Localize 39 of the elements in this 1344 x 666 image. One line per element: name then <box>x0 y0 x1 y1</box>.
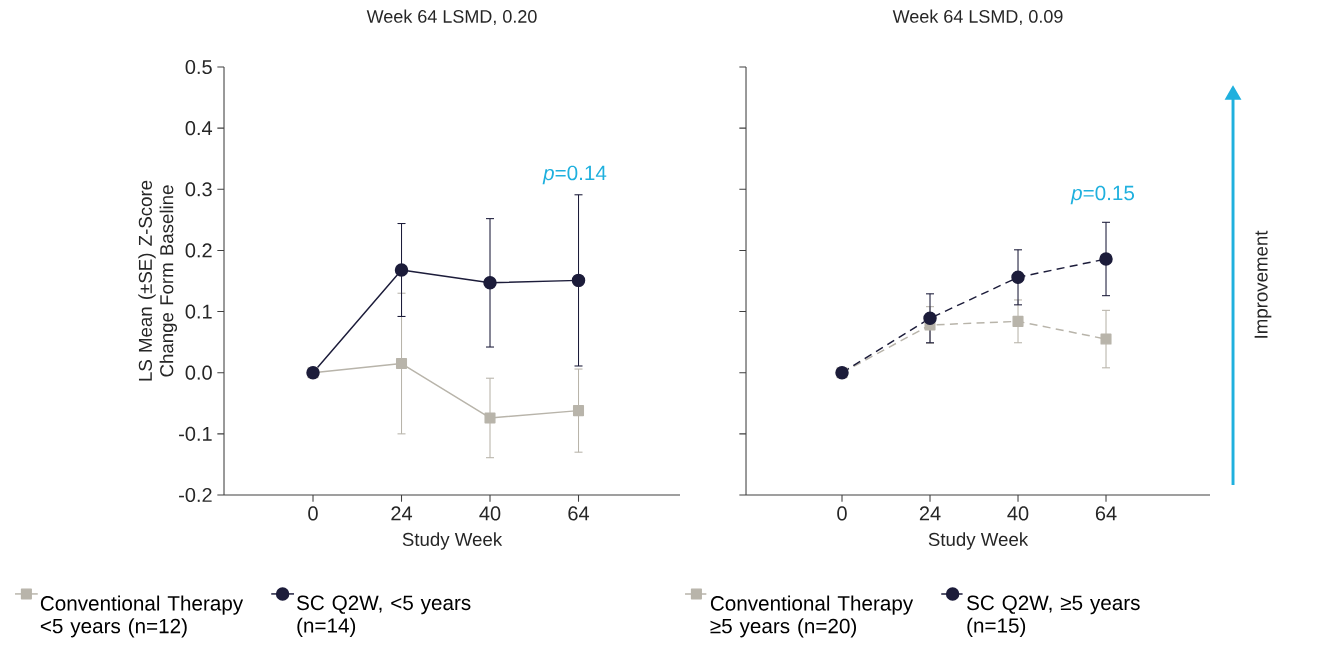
point <box>483 276 497 290</box>
x-tick-label: 24 <box>391 506 413 521</box>
legend-label: SC Q2W, <5 years (n=14) <box>297 595 471 637</box>
x-tick-label: 64 <box>568 506 590 521</box>
point <box>1100 333 1112 345</box>
y-tick-label: 0.4 <box>185 121 213 136</box>
x-tick-label: 24 <box>919 506 941 521</box>
x-tick-label: 0 <box>308 506 318 521</box>
chart-title: Week 64 LSMD, 0.20 <box>366 9 537 25</box>
y-tick-label: 0.5 <box>185 59 212 75</box>
point <box>923 311 937 326</box>
annotation: p=0.15 <box>1070 185 1135 205</box>
annotation: p=0.14 <box>542 165 607 185</box>
y-tick-label: 0.2 <box>185 243 212 258</box>
point <box>394 263 409 277</box>
y-tick-label: 0.1 <box>185 304 212 319</box>
y-tick-label: -0.2 <box>179 487 212 503</box>
point <box>395 358 408 370</box>
y-tick-label: 0.0 <box>185 365 212 380</box>
point <box>1099 252 1113 266</box>
point <box>484 412 496 424</box>
point <box>1011 270 1025 285</box>
x-tick-label: 40 <box>479 506 501 521</box>
text: Improvement <box>1254 230 1272 338</box>
x-axis-title: Study Week <box>928 532 1029 550</box>
point <box>571 273 586 288</box>
x-tick-label: 64 <box>1095 506 1117 521</box>
y-tick-label: -0.1 <box>179 426 212 441</box>
legend-label: Conventional Therapy <5 years (n=12) <box>40 595 244 638</box>
chart-title: Week 64 LSMD, 0.09 <box>892 9 1063 25</box>
point <box>572 405 585 417</box>
y-tick-label: 0.3 <box>185 182 212 197</box>
legend-label: SC Q2W, ≥5 years (n=15) <box>967 595 1140 637</box>
y-axis-title: LS Mean (±SE) Z-Score Change Form Baseline <box>138 180 178 381</box>
point <box>1012 315 1024 327</box>
legend-label: Conventional Therapy ≥5 years (n=20) <box>710 595 914 638</box>
x-tick-label: 40 <box>1007 506 1029 521</box>
x-axis-title: Study Week <box>402 532 503 550</box>
x-tick-label: 0 <box>837 506 847 521</box>
